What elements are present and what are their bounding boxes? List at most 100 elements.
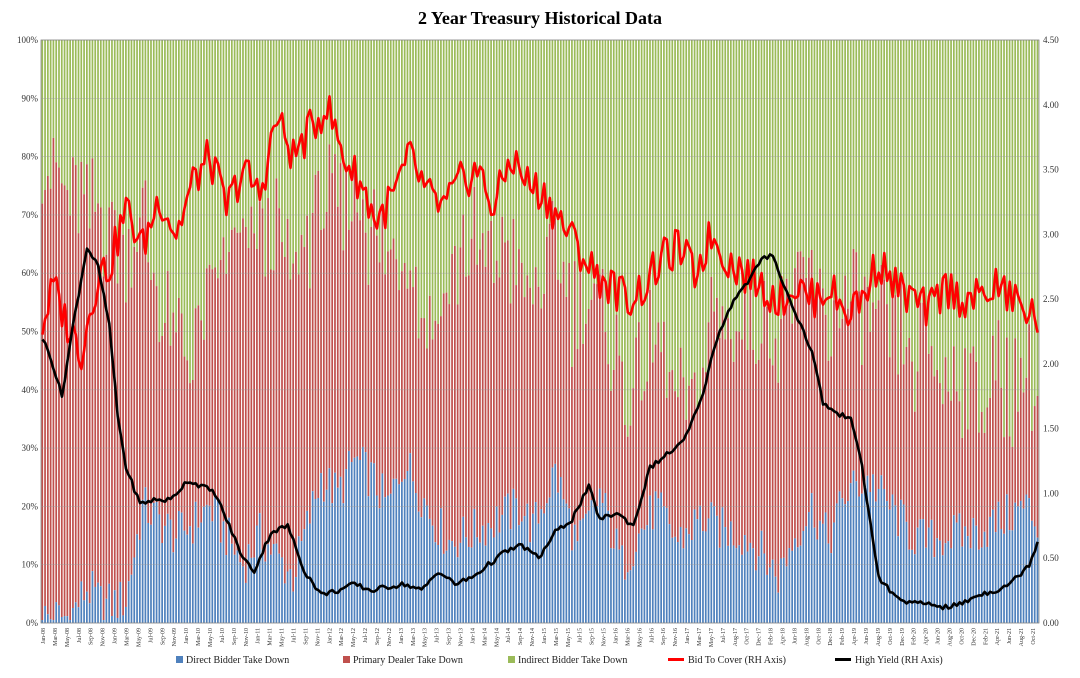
direct-bar bbox=[994, 532, 997, 623]
direct-bar bbox=[339, 476, 342, 623]
indirect-bar bbox=[830, 40, 833, 357]
primary-bar bbox=[534, 267, 537, 503]
primary-bar bbox=[944, 357, 947, 544]
primary-bar bbox=[295, 251, 297, 578]
primary-bar bbox=[77, 233, 80, 608]
direct-bar bbox=[782, 557, 785, 623]
primary-bar bbox=[175, 332, 177, 539]
primary-bar bbox=[264, 276, 267, 562]
indirect-bar bbox=[989, 40, 991, 398]
indirect-bar bbox=[325, 40, 328, 212]
direct-bar bbox=[406, 471, 409, 623]
indirect-bar bbox=[972, 40, 975, 347]
direct-bar bbox=[442, 553, 445, 623]
x-tick-label: Mar-14 bbox=[482, 628, 488, 646]
direct-bar bbox=[983, 531, 986, 623]
indirect-bar bbox=[1011, 40, 1014, 447]
primary-bar bbox=[219, 259, 222, 543]
indirect-bar bbox=[841, 40, 844, 319]
primary-bar bbox=[573, 261, 576, 525]
direct-bar bbox=[696, 519, 699, 623]
direct-bar bbox=[827, 543, 830, 623]
indirect-bar bbox=[877, 40, 880, 301]
indirect-bar bbox=[819, 40, 821, 269]
indirect-bar bbox=[612, 40, 615, 370]
indirect-bar bbox=[900, 40, 902, 282]
primary-bar bbox=[1014, 338, 1017, 503]
direct-bar bbox=[582, 518, 584, 623]
direct-bar bbox=[707, 518, 710, 623]
indirect-bar bbox=[651, 40, 654, 363]
right-tick-label: 3.00 bbox=[1043, 229, 1059, 239]
legend-label: High Yield (RH Axis) bbox=[855, 655, 943, 666]
indirect-bar bbox=[799, 40, 802, 252]
x-tick-label: Mar-15 bbox=[554, 628, 560, 646]
direct-bar bbox=[283, 583, 286, 623]
primary-bar bbox=[1003, 437, 1005, 534]
x-tick-label: May-13 bbox=[423, 628, 429, 647]
direct-bar bbox=[208, 505, 211, 623]
primary-bar bbox=[663, 321, 665, 507]
direct-bar bbox=[456, 557, 459, 623]
primary-bar bbox=[986, 407, 989, 547]
direct-bar bbox=[540, 509, 543, 623]
primary-bar bbox=[958, 401, 961, 514]
indirect-bar bbox=[780, 40, 782, 319]
direct-bar bbox=[250, 557, 253, 623]
x-tick-label: Jul-13 bbox=[435, 628, 441, 643]
indirect-bar bbox=[649, 40, 651, 290]
direct-bar bbox=[771, 559, 774, 623]
indirect-bar bbox=[752, 40, 754, 350]
direct-bar bbox=[702, 531, 704, 623]
direct-bar bbox=[649, 495, 651, 623]
primary-bar bbox=[311, 212, 314, 492]
primary-bar bbox=[671, 370, 674, 538]
primary-bar bbox=[704, 372, 707, 532]
primary-bar bbox=[1022, 392, 1025, 509]
primary-bar bbox=[874, 308, 877, 502]
indirect-bar bbox=[197, 40, 200, 306]
primary-bar bbox=[375, 235, 378, 496]
legend-swatch bbox=[176, 656, 183, 663]
primary-bar bbox=[144, 180, 147, 488]
indirect-bar bbox=[735, 40, 738, 332]
primary-bar bbox=[540, 308, 543, 510]
indirect-bar bbox=[757, 40, 760, 360]
x-tick-label: Mar-13 bbox=[411, 628, 417, 646]
direct-bar bbox=[716, 515, 718, 623]
primary-bar bbox=[883, 279, 886, 489]
direct-bar bbox=[49, 619, 52, 623]
direct-bar bbox=[863, 481, 866, 623]
x-tick-label: Sep-13 bbox=[447, 628, 453, 645]
indirect-bar bbox=[952, 40, 955, 347]
x-tick-label: May-08 bbox=[65, 628, 71, 647]
indirect-bar bbox=[392, 40, 395, 239]
primary-bar bbox=[356, 212, 359, 457]
legend: Direct Bidder Take Down Primary Dealer Ta… bbox=[176, 655, 943, 666]
indirect-bar bbox=[724, 40, 727, 340]
x-axis: Jan-08 Mar-08 May-08 Jul-08 Sep-08 Nov-08 Jan-… bbox=[41, 628, 1037, 647]
indirect-bar bbox=[716, 40, 718, 298]
indirect-bar bbox=[919, 40, 922, 303]
primary-bar bbox=[838, 328, 841, 492]
primary-bar bbox=[866, 286, 869, 476]
primary-bar bbox=[780, 318, 782, 559]
direct-bar bbox=[629, 570, 632, 623]
primary-bar bbox=[651, 362, 654, 530]
direct-bar bbox=[799, 545, 802, 623]
primary-bar bbox=[481, 233, 484, 526]
left-tick-label: 0% bbox=[26, 618, 39, 628]
primary-bar bbox=[479, 249, 481, 543]
primary-bar bbox=[810, 249, 813, 494]
primary-bar bbox=[473, 186, 476, 509]
indirect-bar bbox=[80, 40, 83, 162]
direct-bar bbox=[384, 497, 387, 623]
primary-bar bbox=[886, 304, 888, 502]
indirect-bar bbox=[944, 40, 947, 358]
primary-bar bbox=[105, 254, 108, 599]
primary-bar bbox=[342, 250, 345, 504]
primary-bar bbox=[317, 170, 320, 498]
indirect-bar bbox=[579, 40, 582, 265]
indirect-bar bbox=[94, 40, 97, 212]
primary-bar bbox=[660, 352, 662, 493]
